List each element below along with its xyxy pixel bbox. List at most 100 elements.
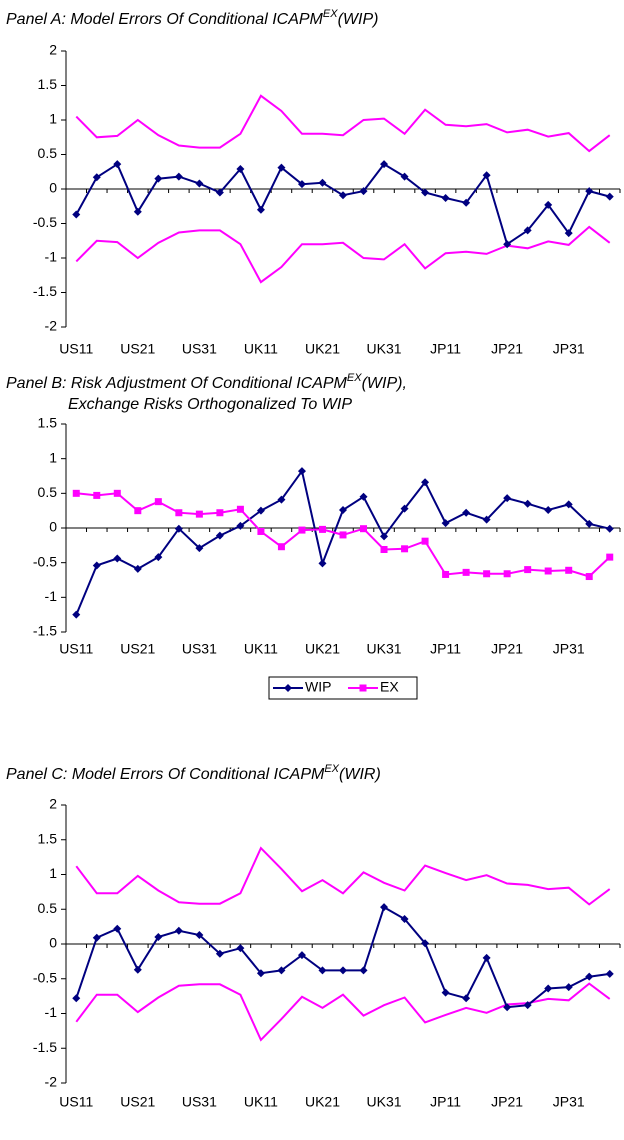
point — [113, 489, 121, 497]
point — [339, 531, 347, 539]
y-tick-label: -1.5 — [33, 623, 57, 639]
point — [421, 939, 430, 948]
point — [318, 178, 327, 187]
point — [277, 163, 286, 172]
title-suffix: (WIP) — [338, 11, 379, 28]
point — [236, 944, 245, 953]
series-line — [75, 225, 611, 284]
point — [441, 519, 450, 528]
x-tick-label: JP21 — [491, 1094, 523, 1110]
x-tick-label: US21 — [120, 1094, 155, 1110]
point — [174, 172, 183, 181]
y-tick-label: -1 — [45, 1004, 58, 1020]
point — [585, 187, 594, 196]
x-tick-label: JP11 — [430, 641, 461, 657]
legend-box — [268, 676, 418, 700]
x-tick-label: JP11 — [430, 341, 461, 357]
point — [215, 531, 224, 540]
x-tick-label: JP21 — [491, 641, 523, 657]
point — [277, 495, 286, 504]
point — [585, 519, 594, 528]
y-tick-label: 0.5 — [38, 484, 58, 500]
point — [195, 930, 204, 939]
point — [72, 489, 80, 497]
x-tick-label: JP31 — [553, 341, 585, 357]
x-tick-label: UK31 — [367, 341, 402, 357]
point — [134, 507, 142, 515]
point — [421, 537, 429, 545]
y-tick-label: 1.5 — [38, 76, 58, 92]
legend-label: WIP — [305, 679, 331, 695]
point — [93, 491, 101, 499]
series-line — [75, 982, 611, 1042]
y-tick-label: 1.5 — [38, 415, 58, 431]
point — [503, 494, 512, 503]
point — [359, 187, 368, 196]
point — [297, 951, 306, 960]
title-superscript: EX — [324, 763, 339, 775]
point — [605, 192, 614, 201]
point — [113, 160, 122, 169]
point — [564, 500, 573, 509]
point — [113, 924, 122, 933]
point — [605, 969, 614, 978]
point — [544, 984, 553, 993]
point — [257, 527, 265, 535]
x-tick-label: UK11 — [244, 341, 278, 357]
y-tick-label: 0 — [49, 519, 57, 535]
point — [523, 1001, 532, 1010]
x-tick-label: JP21 — [491, 341, 523, 357]
y-tick-label: -1 — [45, 588, 58, 604]
chart-title: Panel B: Risk Adjustment Of Conditional … — [6, 372, 407, 392]
point — [360, 525, 368, 533]
title-suffix: (WIR) — [339, 766, 381, 783]
point — [400, 914, 409, 923]
y-tick-label: -1.5 — [33, 283, 57, 299]
point — [318, 525, 326, 533]
point — [503, 240, 512, 249]
point — [482, 953, 491, 962]
point — [215, 949, 224, 958]
point — [585, 972, 594, 981]
x-tick-label: JP11 — [430, 1094, 461, 1110]
point — [585, 573, 593, 581]
point — [606, 553, 614, 561]
point — [195, 510, 203, 518]
point — [298, 526, 306, 534]
x-tick-label: UK31 — [367, 641, 402, 657]
point — [195, 179, 204, 188]
point — [359, 966, 368, 975]
y-tick-label: 1 — [49, 865, 57, 881]
title-suffix: (WIP), — [362, 375, 407, 392]
point — [544, 200, 553, 209]
point — [462, 568, 470, 576]
chart-title: Panel A: Model Errors Of Conditional ICA… — [6, 8, 378, 28]
title-text: Panel B: Risk Adjustment Of Conditional … — [6, 375, 348, 392]
point — [113, 554, 122, 563]
point — [133, 207, 142, 216]
title-text: Panel C: Model Errors Of Conditional ICA… — [6, 766, 325, 783]
point — [174, 524, 183, 533]
series-line — [75, 94, 611, 153]
x-tick-label: US11 — [59, 641, 93, 657]
point — [380, 903, 389, 912]
point — [482, 171, 491, 180]
title-superscript: EX — [323, 8, 338, 20]
point — [564, 229, 573, 238]
point — [523, 226, 532, 235]
y-tick-label: 0.5 — [38, 900, 58, 916]
point — [380, 160, 389, 169]
x-tick-label: UK21 — [305, 641, 340, 657]
y-tick-label: -1.5 — [33, 1039, 57, 1055]
y-tick-label: -1 — [45, 249, 58, 265]
point — [462, 994, 471, 1003]
point — [421, 478, 430, 487]
point — [359, 492, 368, 501]
point — [441, 988, 450, 997]
point — [462, 508, 471, 517]
point — [154, 933, 163, 942]
point — [605, 524, 614, 533]
y-tick-label: 0 — [49, 935, 57, 951]
point — [441, 193, 450, 202]
point — [339, 505, 347, 514]
